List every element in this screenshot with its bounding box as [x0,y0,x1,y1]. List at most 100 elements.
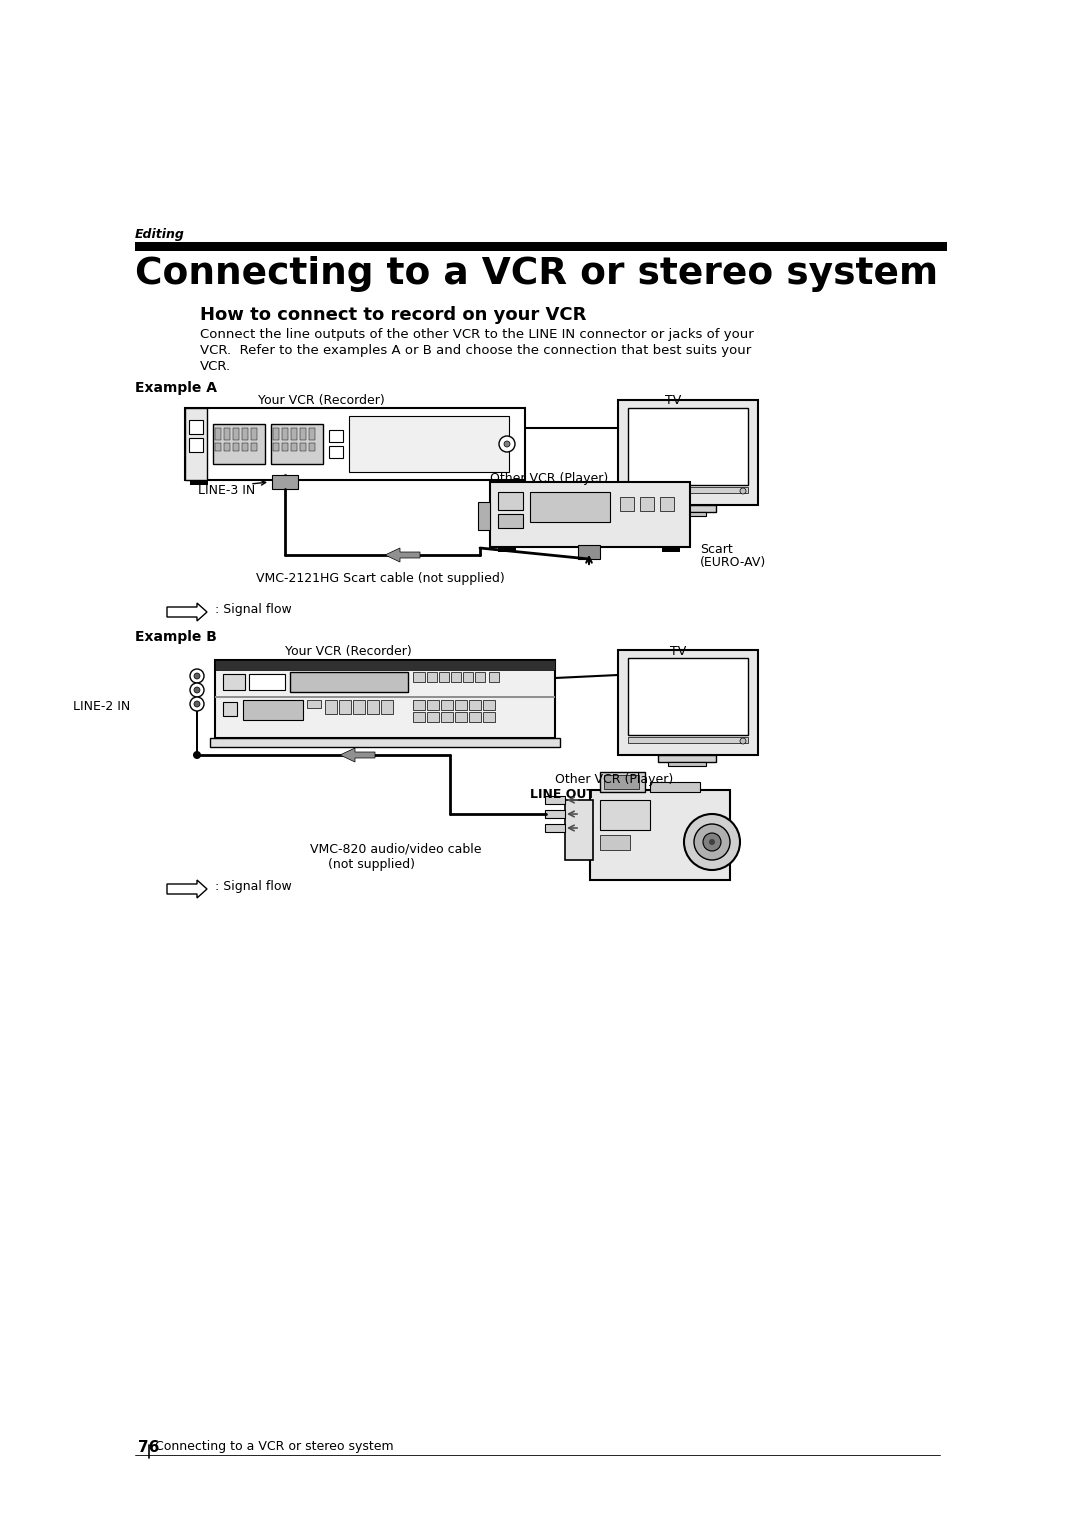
Bar [578,545,600,559]
Bar [215,695,555,698]
Bar [233,428,239,440]
Circle shape [740,487,746,494]
Text: Other VCR (Player): Other VCR (Player) [490,472,608,484]
Bar [627,408,748,484]
Bar [189,439,203,452]
Bar [658,504,716,512]
Bar [291,672,408,692]
Bar [273,428,279,440]
Bar [233,443,239,451]
Bar [451,672,461,681]
Bar [618,400,758,504]
Bar [463,672,473,681]
Bar [441,712,453,723]
Bar [478,503,490,530]
Text: Connecting to a VCR or stereo system: Connecting to a VCR or stereo system [135,257,939,292]
Bar [489,672,499,681]
Bar [189,420,203,434]
Bar [627,659,748,735]
Bar [669,512,706,516]
Bar [291,428,297,440]
Bar [185,408,525,480]
Bar [381,700,393,714]
Bar [660,497,674,510]
Circle shape [694,824,730,860]
Bar [604,775,639,788]
Bar [658,755,716,762]
Bar [213,423,265,465]
Bar [618,649,758,755]
Bar [251,443,257,451]
Polygon shape [167,880,207,898]
Bar [627,487,748,494]
Circle shape [740,738,746,744]
Circle shape [684,814,740,869]
Text: TV: TV [670,645,686,659]
Text: VCR.: VCR. [200,361,231,373]
Bar [627,736,748,743]
Text: TV: TV [665,394,681,406]
Bar [441,700,453,711]
Bar [455,700,467,711]
Text: Other VCR (Player): Other VCR (Player) [555,773,673,785]
Circle shape [190,683,204,697]
Bar [271,423,323,465]
Text: : Signal flow: : Signal flow [215,604,292,616]
Bar [210,738,561,747]
Bar [329,429,343,442]
Bar [545,796,565,804]
Circle shape [194,701,200,707]
Text: Your VCR (Recorder): Your VCR (Recorder) [285,645,411,659]
Bar [469,700,481,711]
Bar [669,762,706,766]
Bar [545,824,565,833]
Text: Scart: Scart [700,542,732,556]
Bar [339,700,351,714]
Bar [222,701,237,717]
Bar [242,443,248,451]
Bar [215,428,221,440]
Bar [565,801,593,860]
Bar [224,443,230,451]
Bar [329,446,343,458]
Bar [483,700,495,711]
Bar [367,700,379,714]
Bar [224,428,230,440]
Bar [307,700,321,707]
Bar [413,712,426,723]
Bar [590,790,730,880]
Circle shape [504,442,510,448]
Bar [282,428,288,440]
Bar [530,492,610,523]
Bar [282,443,288,451]
Bar [243,700,303,720]
Bar [600,834,630,850]
Bar [272,475,298,489]
Bar [498,547,516,552]
Bar [413,672,426,681]
Bar [215,660,555,738]
Bar [222,674,245,691]
Bar [438,672,449,681]
Bar [475,672,485,681]
Bar [325,700,337,714]
Bar [483,712,495,723]
Text: How to connect to record on your VCR: How to connect to record on your VCR [200,306,586,324]
Bar [500,480,518,484]
Bar [300,428,306,440]
Bar [455,712,467,723]
Bar [640,497,654,510]
Polygon shape [167,604,207,620]
Circle shape [703,833,721,851]
Bar [185,408,207,480]
Bar [353,700,365,714]
Bar [545,810,565,817]
Circle shape [499,435,515,452]
Bar [620,497,634,510]
Text: LINE-2 IN: LINE-2 IN [72,700,130,714]
Text: VMC-2121HG Scart cable (not supplied): VMC-2121HG Scart cable (not supplied) [256,571,504,585]
Text: Example B: Example B [135,630,217,643]
Circle shape [193,750,201,759]
Text: Editing: Editing [135,228,185,241]
Bar [498,492,523,510]
